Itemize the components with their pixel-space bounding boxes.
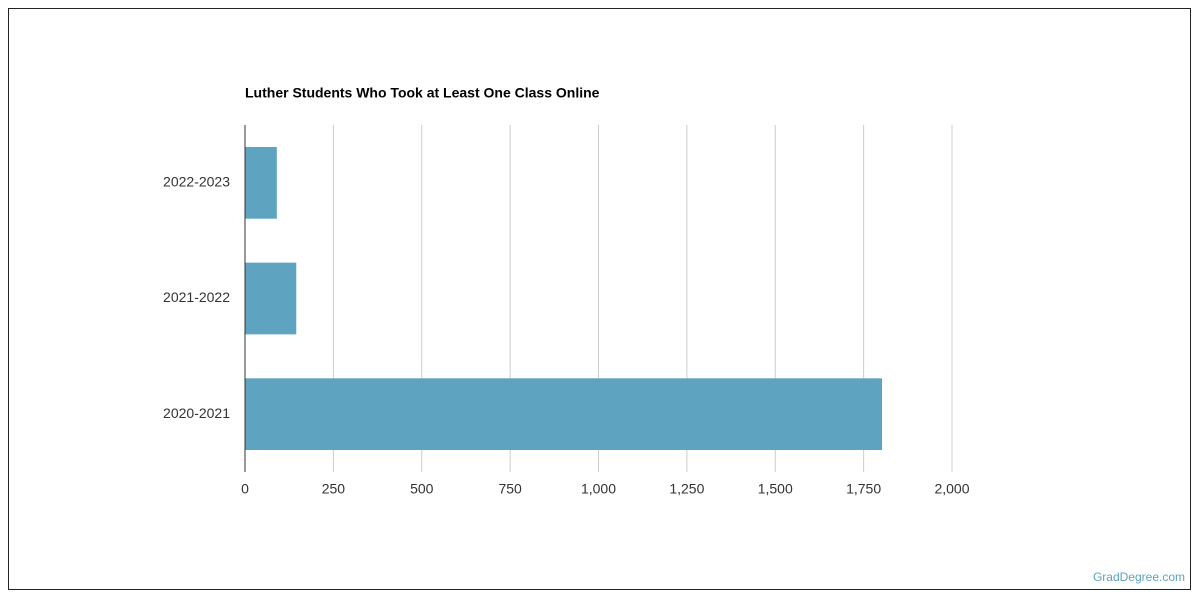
x-tick-label: 1,250 — [669, 481, 704, 497]
x-tick-label: 750 — [498, 481, 522, 497]
x-tick-label: 1,000 — [581, 481, 616, 497]
source[interactable]: GradDegree.com — [1093, 570, 1185, 584]
bar — [245, 378, 883, 451]
y-tick-label: 2021-2022 — [163, 289, 230, 305]
y-tick-label: 2022-2023 — [163, 174, 230, 190]
frame — [8, 8, 1191, 590]
x-tick-label: 500 — [410, 481, 434, 497]
bar — [245, 146, 277, 219]
x-tick-label: 0 — [241, 481, 249, 497]
x-tick-label: 2,000 — [934, 481, 969, 497]
x-tick-label: 1,500 — [758, 481, 793, 497]
y-tick-label: 2020-2021 — [163, 405, 230, 421]
x-tick-label: 250 — [322, 481, 346, 497]
x-tick-label: 1,750 — [846, 481, 881, 497]
chart-title: Luther Students Who Took at Least One Cl… — [245, 85, 600, 101]
bar — [245, 262, 297, 335]
